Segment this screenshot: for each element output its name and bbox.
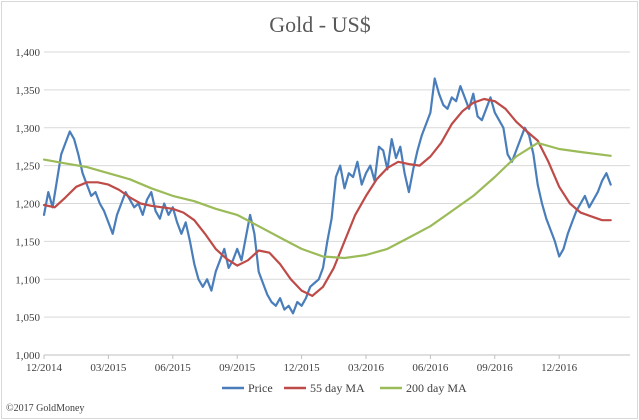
x-tick-label: 06/2015 <box>155 362 192 374</box>
y-tick-label: 1,200 <box>15 199 40 211</box>
chart-title: Gold - US$ <box>269 12 370 37</box>
y-tick-label: 1,050 <box>15 312 40 324</box>
series-lines <box>42 77 612 315</box>
y-tick-label: 1,150 <box>15 236 40 248</box>
y-axis-ticks: 1,000 1,050 1,100 1,150 1,200 1,250 1,300 1,350… <box>15 47 40 362</box>
copyright-notice: ©2017 GoldMoney <box>6 403 84 414</box>
y-tick-label: 1,400 <box>15 47 40 59</box>
legend: Price 55 day MA 200 day MA <box>222 381 467 395</box>
y-tick-label: 1,250 <box>15 161 40 173</box>
x-tick-label: 06/2016 <box>412 362 449 374</box>
grid-lines <box>44 51 630 356</box>
x-tick-label: 12/2015 <box>284 362 321 374</box>
x-tick-label: 09/2016 <box>477 362 514 374</box>
x-tick-label: 12/2014 <box>26 362 63 374</box>
x-tick-label: 12/2016 <box>541 362 578 374</box>
series-line-2 <box>42 97 612 297</box>
y-tick-label: 1,100 <box>15 274 40 286</box>
legend-label: Price <box>248 381 273 395</box>
x-tick-label: 03/2015 <box>90 362 127 374</box>
legend-label: 200 day MA <box>406 381 467 395</box>
series-line-3 <box>42 141 612 260</box>
legend-label: 55 day MA <box>310 381 365 395</box>
y-tick-label: 1,350 <box>15 85 40 97</box>
y-tick-label: 1,000 <box>15 350 40 362</box>
x-tick-label: 03/2016 <box>348 362 385 374</box>
x-tick-label: 09/2015 <box>219 362 256 374</box>
y-tick-label: 1,300 <box>15 123 40 135</box>
x-axis-ticks: 12/2014 03/2015 06/2015 09/2015 12/2015 03/20… <box>26 355 578 374</box>
